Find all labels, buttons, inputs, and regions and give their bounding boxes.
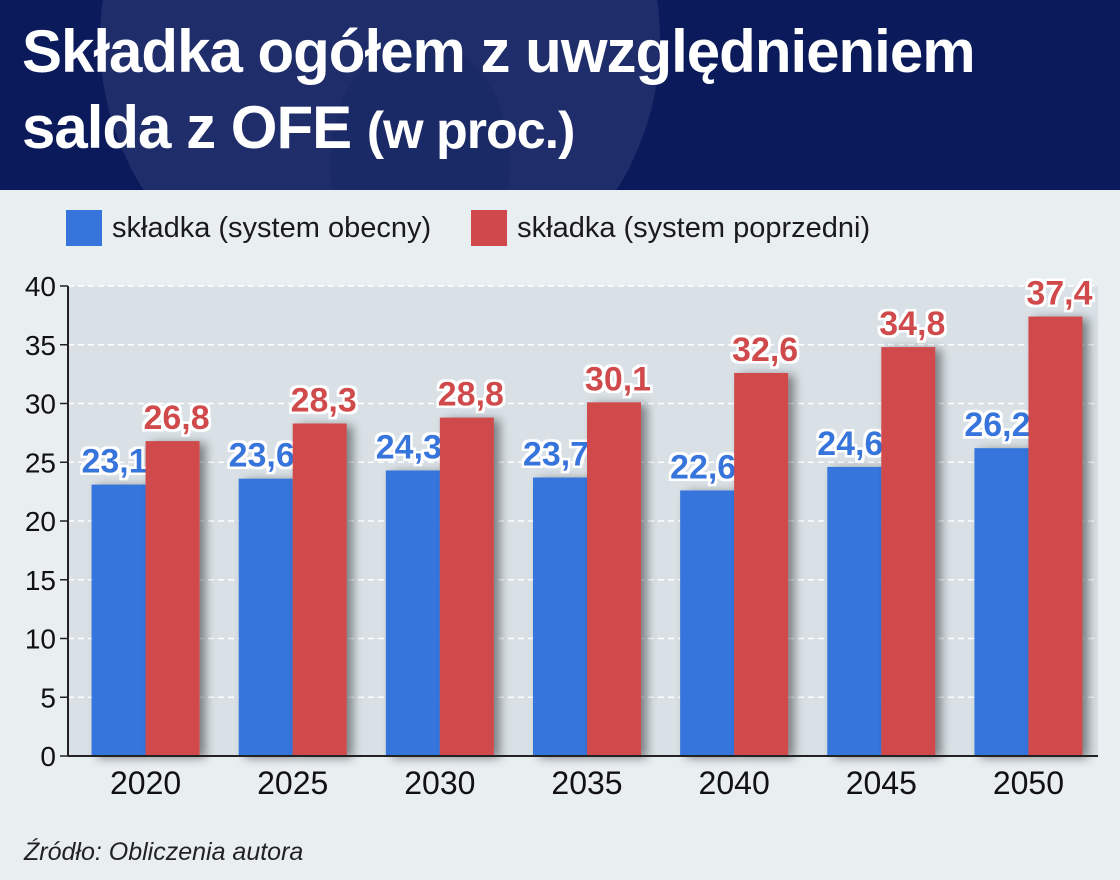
chart-title: Składka ogółem z uwzględnieniem salda z … bbox=[22, 14, 1102, 169]
chart-title-text: Składka ogółem z uwzględnieniem salda z … bbox=[22, 18, 976, 161]
bar-previous bbox=[439, 417, 494, 756]
y-tick-label: 25 bbox=[25, 447, 56, 478]
bar-previous bbox=[881, 347, 936, 756]
y-tick-label: 0 bbox=[40, 741, 56, 772]
legend-label-previous: składka (system poprzedni) bbox=[517, 211, 871, 244]
legend: składka (system obecny) składka (system … bbox=[66, 208, 910, 248]
data-label-previous: 28,8 bbox=[438, 376, 504, 414]
x-tick-label: 2035 bbox=[551, 765, 622, 801]
legend-label-current: składka (system obecny) bbox=[112, 211, 432, 244]
bar-current bbox=[680, 490, 735, 756]
bar-current bbox=[385, 470, 440, 756]
header-banner: Składka ogółem z uwzględnieniem salda z … bbox=[0, 0, 1120, 190]
data-label-previous: 28,3 bbox=[291, 381, 357, 419]
data-label-current: 22,6 bbox=[670, 448, 736, 486]
x-tick-label: 2025 bbox=[257, 765, 328, 801]
legend-item-previous: składka (system poprzedni) bbox=[471, 210, 870, 246]
data-label-previous: 32,6 bbox=[732, 331, 798, 369]
x-tick-label: 2020 bbox=[110, 765, 181, 801]
data-label-previous: 37,4 bbox=[1026, 275, 1092, 313]
source-note: Źródło: Obliczenia autora bbox=[24, 838, 304, 866]
bar-current bbox=[91, 484, 146, 756]
bar-current bbox=[238, 478, 293, 756]
legend-item-current: składka (system obecny) bbox=[66, 210, 431, 246]
bar-current bbox=[533, 477, 587, 756]
x-tick-label: 2030 bbox=[404, 765, 475, 801]
y-tick-label: 35 bbox=[25, 330, 56, 361]
bar-previous bbox=[292, 423, 347, 756]
data-label-current: 24,3 bbox=[376, 428, 442, 466]
legend-swatch-current bbox=[66, 210, 102, 246]
y-tick-label: 10 bbox=[25, 624, 56, 655]
data-label-previous: 34,8 bbox=[879, 305, 945, 343]
data-label-current: 23,7 bbox=[523, 436, 589, 474]
data-label-current: 26,2 bbox=[964, 406, 1030, 444]
bar-current bbox=[827, 466, 882, 756]
data-label-previous: 30,1 bbox=[585, 360, 651, 398]
x-tick-label: 2040 bbox=[699, 765, 770, 801]
chart-title-unit: (w proc.) bbox=[366, 102, 576, 160]
y-tick-label: 5 bbox=[40, 682, 56, 713]
data-label-previous: 26,8 bbox=[143, 399, 209, 437]
x-tick-label: 2045 bbox=[846, 765, 917, 801]
data-label-current: 23,6 bbox=[229, 437, 295, 475]
data-label-current: 24,6 bbox=[817, 425, 883, 463]
x-tick-label: 2050 bbox=[993, 765, 1064, 801]
bar-previous bbox=[587, 402, 641, 756]
bar-current bbox=[974, 448, 1029, 756]
data-label-current: 23,1 bbox=[81, 443, 147, 481]
bar-previous bbox=[145, 441, 200, 756]
y-tick-label: 30 bbox=[25, 389, 56, 420]
y-tick-label: 20 bbox=[25, 506, 56, 537]
bar-previous bbox=[1028, 316, 1083, 756]
y-tick-label: 15 bbox=[25, 565, 56, 596]
y-tick-label: 40 bbox=[25, 271, 56, 302]
legend-swatch-previous bbox=[471, 210, 508, 246]
bar-previous bbox=[734, 372, 789, 756]
